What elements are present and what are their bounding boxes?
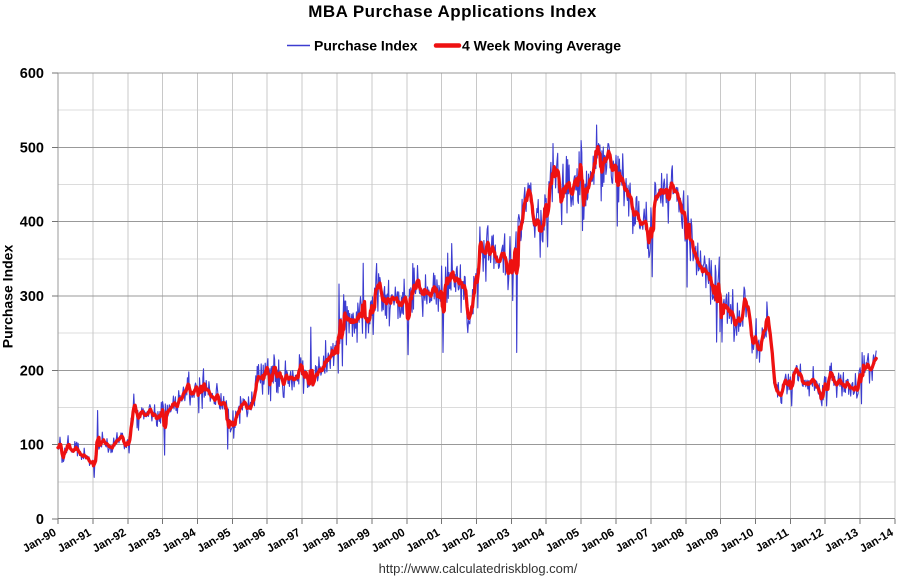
svg-text:100: 100 (20, 438, 44, 454)
svg-text:Jan-06: Jan-06 (579, 527, 617, 556)
svg-text:Jan-96: Jan-96 (230, 527, 268, 556)
svg-text:Jan-99: Jan-99 (335, 527, 373, 556)
svg-text:400: 400 (20, 215, 44, 231)
svg-text:Purchase Index: Purchase Index (314, 38, 418, 54)
svg-text:Jan-13: Jan-13 (823, 527, 861, 556)
svg-text:Jan-08: Jan-08 (649, 526, 687, 555)
svg-text:Jan-02: Jan-02 (439, 527, 477, 556)
svg-text:Jan-92: Jan-92 (91, 527, 129, 556)
svg-text:Jan-94: Jan-94 (160, 526, 198, 555)
svg-text:Jan-07: Jan-07 (614, 527, 652, 556)
svg-text:Jan-12: Jan-12 (788, 527, 826, 556)
svg-text:Jan-04: Jan-04 (509, 526, 547, 555)
svg-text:http://www.calculatedriskblog.: http://www.calculatedriskblog.com/ (379, 561, 578, 576)
svg-text:0: 0 (36, 512, 44, 528)
svg-text:Jan-90: Jan-90 (21, 527, 59, 556)
svg-text:Jan-98: Jan-98 (300, 526, 338, 555)
svg-text:Jan-97: Jan-97 (265, 527, 303, 556)
svg-text:600: 600 (20, 66, 44, 82)
svg-text:Jan-05: Jan-05 (544, 526, 582, 555)
svg-text:Purchase Index: Purchase Index (0, 245, 16, 349)
svg-text:4 Week Moving Average: 4 Week Moving Average (462, 38, 621, 54)
svg-text:Jan-09: Jan-09 (684, 527, 722, 556)
svg-text:Jan-91: Jan-91 (56, 526, 94, 555)
svg-text:Jan-14: Jan-14 (858, 526, 896, 555)
svg-text:200: 200 (20, 363, 44, 379)
svg-text:Jan-10: Jan-10 (718, 527, 756, 556)
svg-text:Jan-93: Jan-93 (126, 527, 164, 556)
svg-text:300: 300 (20, 289, 44, 305)
svg-text:Jan-03: Jan-03 (474, 527, 512, 556)
svg-text:500: 500 (20, 140, 44, 156)
svg-text:Jan-95: Jan-95 (195, 526, 233, 555)
svg-text:Jan-11: Jan-11 (754, 526, 792, 555)
svg-text:Jan-01: Jan-01 (405, 526, 443, 555)
svg-text:Jan-00: Jan-00 (370, 527, 408, 556)
